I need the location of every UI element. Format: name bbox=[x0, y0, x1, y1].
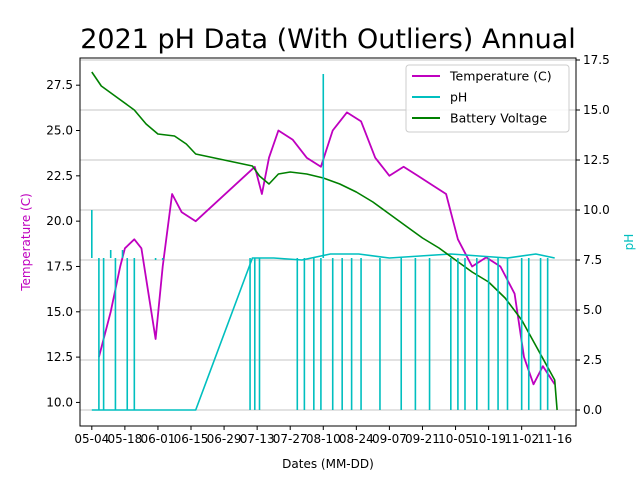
y-left-tick-label-3: 17.5 bbox=[46, 259, 73, 273]
plot-area bbox=[91, 71, 558, 411]
x-tick-label-0: 05-04 bbox=[74, 432, 109, 446]
legend-label-1: pH bbox=[450, 90, 467, 105]
y-right-tick-label-7: 17.5 bbox=[583, 53, 610, 67]
x-tick-label-12: 10-19 bbox=[471, 432, 506, 446]
x-tick-label-2: 06-01 bbox=[141, 432, 176, 446]
legend: Temperature (C) pH Battery Voltage bbox=[405, 64, 570, 133]
y-axis-right-label: pH bbox=[622, 234, 636, 251]
x-tick-label-4: 06-29 bbox=[207, 432, 242, 446]
legend-label-0: Temperature (C) bbox=[449, 69, 552, 84]
chart-title: 2021 pH Data (With Outliers) Annual bbox=[80, 24, 576, 55]
x-tick-label-6: 07-27 bbox=[273, 432, 308, 446]
x-tick-label-8: 08-24 bbox=[339, 432, 374, 446]
y-axis-right: 0.0 2.5 5.0 7.5 10.0 12.5 15.0 17.5 bbox=[576, 53, 610, 417]
x-tick-label-11: 10-05 bbox=[438, 432, 473, 446]
x-tick-label-10: 09-21 bbox=[405, 432, 440, 446]
x-tick-label-3: 06-15 bbox=[174, 432, 209, 446]
y-left-tick-label-6: 25.0 bbox=[46, 124, 73, 138]
x-tick-label-7: 08-10 bbox=[306, 432, 341, 446]
y-right-tick-label-0: 0.0 bbox=[583, 403, 602, 417]
y-axis-left: 10.0 12.5 15.0 17.5 20.0 22.5 25.0 27.5 bbox=[46, 78, 80, 409]
y-right-tick-label-6: 15.0 bbox=[583, 103, 610, 117]
x-tick-label-13: 11-02 bbox=[504, 432, 539, 446]
y-right-tick-label-2: 5.0 bbox=[583, 303, 602, 317]
x-axis-label: Dates (MM-DD) bbox=[282, 457, 374, 471]
temperature-series-line bbox=[98, 111, 556, 386]
y-left-tick-label-2: 15.0 bbox=[46, 305, 73, 319]
x-tick-label-1: 05-18 bbox=[107, 432, 142, 446]
y-left-tick-label-4: 20.0 bbox=[46, 214, 73, 228]
legend-box bbox=[405, 64, 570, 133]
y-left-tick-label-0: 10.0 bbox=[46, 395, 73, 409]
y-right-tick-label-1: 2.5 bbox=[583, 353, 602, 367]
ph-series-line bbox=[91, 253, 555, 411]
y-axis-left-label: Temperature (C) bbox=[19, 193, 33, 292]
y-left-tick-label-1: 12.5 bbox=[46, 350, 73, 364]
x-axis: 05-0405-1806-0106-1506-2907-1307-2708-10… bbox=[74, 426, 572, 446]
x-tick-label-5: 07-13 bbox=[240, 432, 275, 446]
y-left-tick-label-5: 22.5 bbox=[46, 169, 73, 183]
y-right-tick-label-5: 12.5 bbox=[583, 153, 610, 167]
y-right-tick-label-3: 7.5 bbox=[583, 253, 602, 267]
y-left-tick-label-7: 27.5 bbox=[46, 78, 73, 92]
plot-frame bbox=[79, 57, 577, 427]
x-tick-label-9: 09-07 bbox=[372, 432, 407, 446]
y-right-tick-label-4: 10.0 bbox=[583, 203, 610, 217]
legend-label-2: Battery Voltage bbox=[450, 111, 547, 126]
x-tick-label-14: 11-16 bbox=[537, 432, 572, 446]
